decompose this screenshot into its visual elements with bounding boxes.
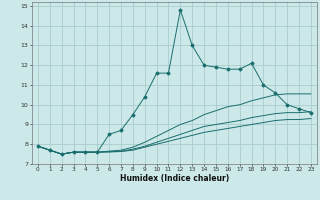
X-axis label: Humidex (Indice chaleur): Humidex (Indice chaleur) xyxy=(120,174,229,183)
